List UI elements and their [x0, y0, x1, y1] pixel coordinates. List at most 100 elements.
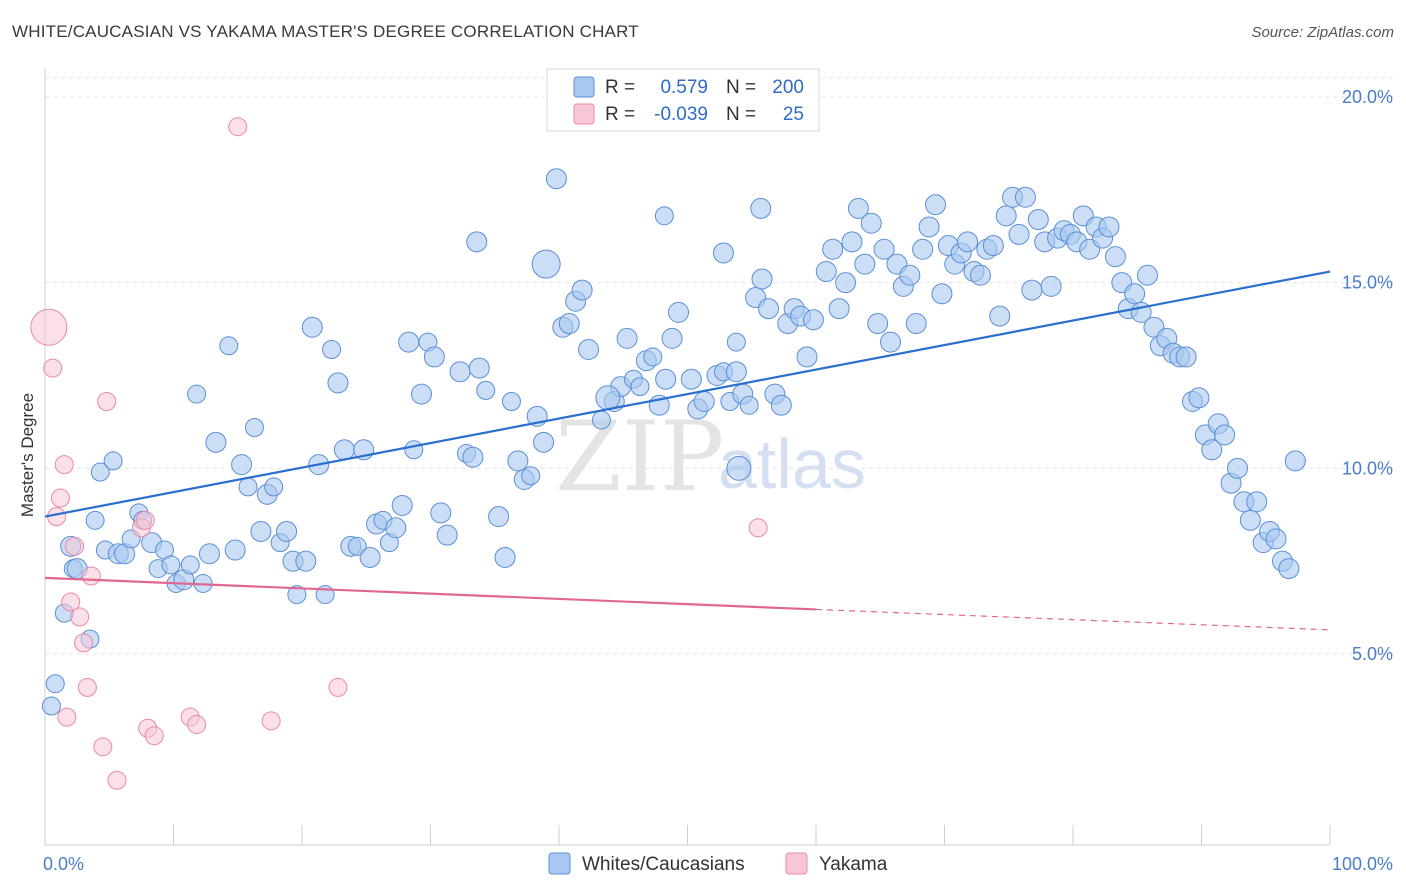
- point-whites: [969, 264, 991, 286]
- legend-bottom-swatch-blue: [548, 852, 571, 875]
- point-whites: [468, 357, 490, 379]
- legend-bottom-label-whites: Whites/Caucasians: [582, 854, 745, 875]
- point-whites: [1226, 457, 1248, 479]
- point-whites: [301, 316, 323, 338]
- point-whites: [205, 431, 227, 453]
- point-whites: [1104, 246, 1126, 268]
- point-whites: [333, 439, 355, 461]
- point-whites: [1040, 275, 1062, 297]
- point-whites: [726, 455, 752, 481]
- point-whites: [385, 517, 407, 539]
- point-whites: [322, 340, 342, 360]
- point-whites: [1239, 509, 1261, 531]
- point-whites: [219, 336, 239, 356]
- point-whites: [238, 477, 258, 497]
- y-tick-label: 5.0%: [1352, 644, 1393, 664]
- point-whites: [224, 539, 246, 561]
- point-whites: [1188, 387, 1210, 409]
- point-whites: [436, 524, 458, 546]
- point-whites: [873, 238, 895, 260]
- y-tick-label: 15.0%: [1342, 273, 1393, 293]
- point-whites: [725, 361, 747, 383]
- point-whites: [494, 546, 516, 568]
- legend-top: R = 0.579 N = 200 R = -0.039 N = 25: [546, 68, 820, 132]
- point-whites: [41, 696, 61, 716]
- point-whites: [739, 395, 759, 415]
- point-whites: [476, 380, 496, 400]
- point-yakama: [144, 726, 164, 746]
- point-whites: [501, 391, 521, 411]
- point-whites: [1098, 216, 1120, 238]
- point-whites: [545, 168, 567, 190]
- point-yakama: [748, 518, 768, 538]
- point-yakama: [97, 391, 117, 411]
- point-whites: [1278, 558, 1300, 580]
- point-whites: [488, 506, 510, 528]
- point-whites: [276, 520, 298, 542]
- legend-bottom-label-yakama: Yakama: [819, 854, 888, 875]
- point-whites: [449, 361, 471, 383]
- trend-line-whites: [44, 270, 1331, 518]
- point-whites: [815, 261, 837, 283]
- point-whites: [591, 410, 611, 430]
- point-whites: [931, 283, 953, 305]
- point-whites: [880, 331, 902, 353]
- point-whites: [796, 346, 818, 368]
- point-yakama: [228, 117, 248, 137]
- data-points: [30, 117, 1306, 790]
- point-yakama: [187, 715, 207, 735]
- point-whites: [1008, 223, 1030, 245]
- point-whites: [680, 368, 702, 390]
- legend-swatch-blue: [573, 76, 595, 98]
- point-whites: [982, 235, 1004, 257]
- point-yakama: [65, 536, 85, 556]
- point-whites: [198, 543, 220, 565]
- point-whites: [558, 313, 580, 335]
- trend-line-yakama-extrapolated: [815, 608, 1331, 631]
- legend-swatch-pink: [573, 103, 595, 125]
- point-whites: [989, 305, 1011, 327]
- point-whites: [521, 466, 541, 486]
- y-axis-title: Master's Degree: [18, 393, 37, 517]
- point-whites: [770, 394, 792, 416]
- point-whites: [912, 238, 934, 260]
- point-whites: [835, 272, 857, 294]
- point-yakama: [328, 677, 348, 697]
- point-whites: [85, 510, 105, 530]
- point-whites: [655, 368, 677, 390]
- point-whites: [287, 585, 307, 605]
- point-whites: [661, 327, 683, 349]
- point-whites: [90, 462, 110, 482]
- chart-title: WHITE/CAUCASIAN VS YAKAMA MASTER'S DEGRE…: [12, 22, 639, 41]
- legend-n-label-2: N =: [726, 104, 756, 125]
- point-whites: [45, 674, 65, 694]
- point-whites: [1214, 424, 1236, 446]
- y-tick-label: 10.0%: [1342, 458, 1393, 478]
- x-tick-label-max: 100.0%: [1332, 854, 1393, 874]
- point-whites: [571, 279, 593, 301]
- point-whites: [231, 454, 253, 476]
- point-whites: [867, 313, 889, 335]
- point-whites: [347, 536, 367, 556]
- point-whites: [957, 231, 979, 253]
- point-yakama: [70, 607, 90, 627]
- point-whites: [533, 431, 555, 453]
- point-whites: [161, 555, 181, 575]
- watermark-zip: ZIP: [555, 401, 724, 513]
- point-whites: [905, 313, 927, 335]
- point-whites: [757, 298, 779, 320]
- point-whites: [1284, 450, 1306, 472]
- point-whites: [466, 231, 488, 253]
- point-whites: [841, 231, 863, 253]
- point-whites: [822, 238, 844, 260]
- point-whites: [411, 383, 433, 405]
- point-whites: [1201, 439, 1223, 461]
- point-whites: [995, 205, 1017, 227]
- legend-r-label-1: R =: [605, 77, 635, 98]
- point-whites: [103, 451, 123, 471]
- point-whites: [643, 347, 663, 367]
- point-whites: [668, 301, 690, 323]
- point-whites: [507, 450, 529, 472]
- trend-line-yakama: [44, 576, 817, 611]
